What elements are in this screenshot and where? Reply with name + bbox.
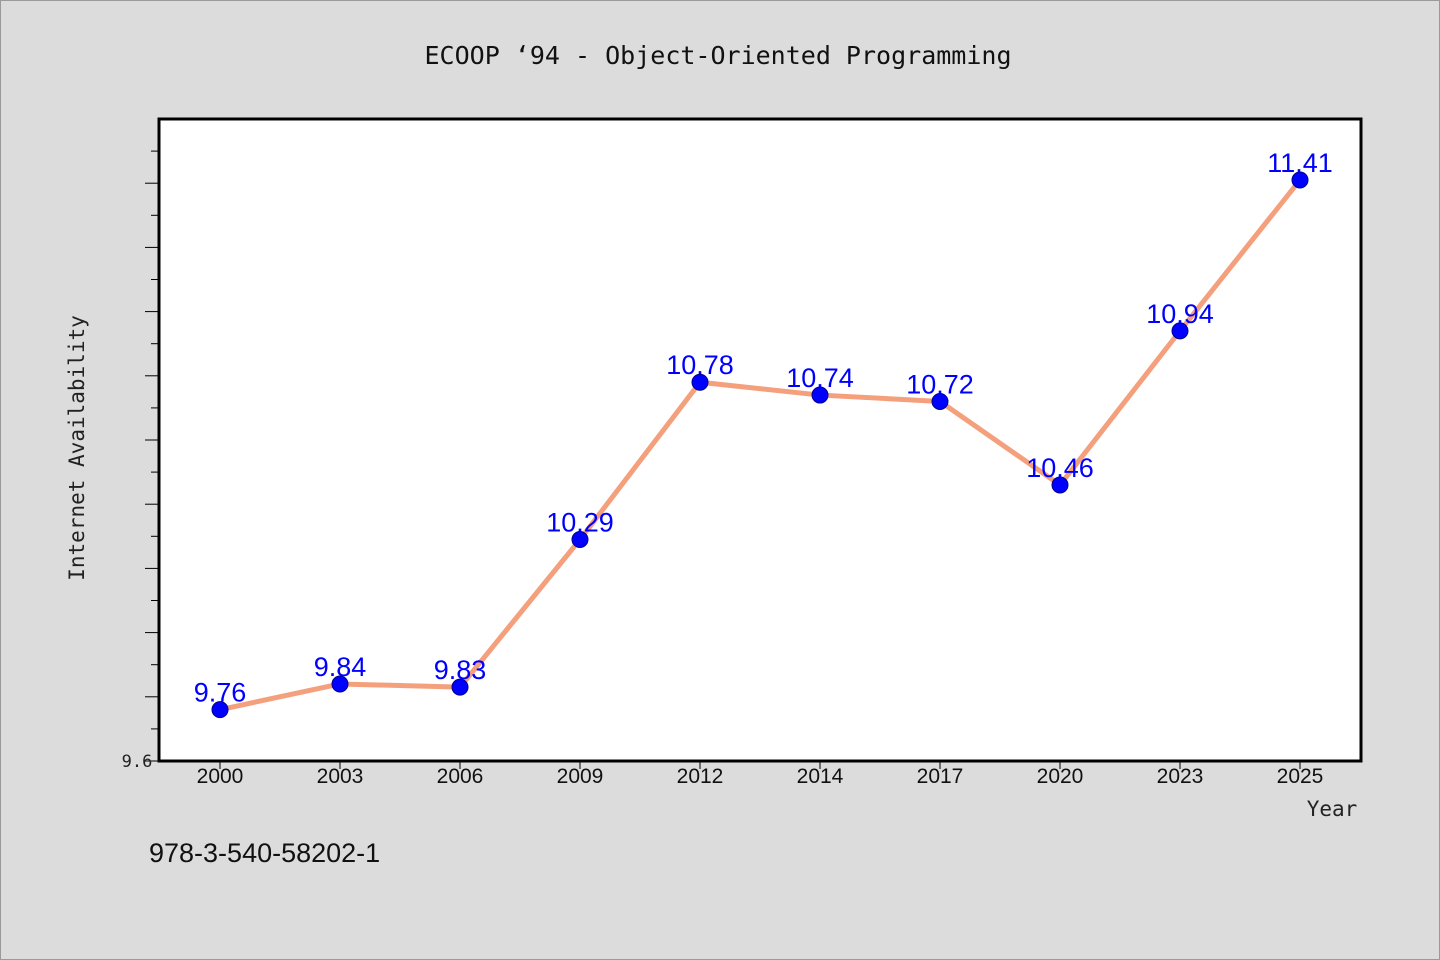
x-axis-ticks: 2000 2003 2006 2009 2012 2014 2017 2020 2023 2025 (197, 761, 1324, 788)
plot-area (157, 117, 1363, 763)
data-point (1051, 476, 1069, 494)
data-point (811, 386, 829, 404)
series-line (217, 177, 1303, 713)
data-label: 10.46 (1026, 453, 1094, 483)
x-tick-label: 2017 (917, 765, 964, 788)
data-point (571, 531, 589, 549)
data-labels: 9.76 9.84 9.83 10.29 10.78 10.74 10.72 10.46 10.… (194, 148, 1333, 708)
isbn-caption: 978-3-540-58202-1 (149, 838, 380, 868)
x-tick-label: 2025 (1277, 765, 1324, 788)
x-tick-label: 2020 (1037, 765, 1084, 788)
y-tick-label: 9.6 (122, 752, 153, 772)
data-point (451, 678, 469, 696)
data-markers (211, 171, 1309, 719)
data-point (331, 675, 349, 693)
data-point (1291, 171, 1309, 189)
data-label: 10.78 (666, 350, 734, 380)
data-label: 9.83 (434, 655, 487, 685)
data-label: 10.94 (1146, 299, 1214, 329)
data-label: 9.76 (194, 678, 247, 708)
data-label: 11.41 (1267, 148, 1333, 178)
x-tick-label: 2009 (557, 765, 604, 788)
x-tick-label: 2014 (797, 765, 844, 788)
y-axis-label: Internet Availability (65, 315, 89, 581)
data-point (931, 392, 949, 410)
x-tick-label: 2000 (197, 765, 244, 788)
x-tick-label: 2006 (437, 765, 484, 788)
data-label: 10.29 (546, 508, 614, 538)
data-point (691, 373, 709, 391)
x-tick-label: 2023 (1157, 765, 1204, 788)
x-tick-label: 2012 (677, 765, 724, 788)
x-tick-label: 2003 (317, 765, 364, 788)
data-label: 10.74 (786, 363, 854, 393)
data-label: 9.84 (314, 652, 367, 682)
data-point (211, 701, 229, 719)
data-label: 10.72 (906, 369, 974, 399)
y-axis-ticks: 9.6 (122, 150, 159, 772)
chart-title: ECOOP ‘94 - Object-Oriented Programming (425, 41, 1012, 70)
data-point (1171, 322, 1189, 340)
x-axis-label: Year (1307, 797, 1358, 821)
